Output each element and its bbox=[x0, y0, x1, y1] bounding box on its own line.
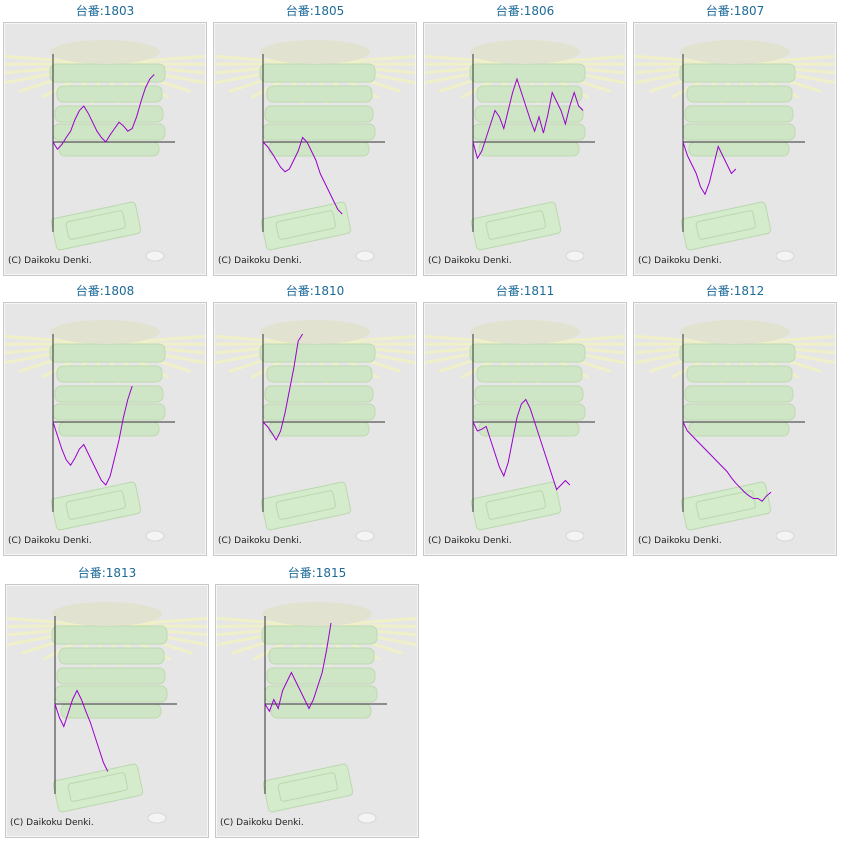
data-series-line bbox=[682, 421, 772, 502]
data-series-line bbox=[52, 74, 155, 151]
chart-frame: (C) Daikoku Denki. bbox=[5, 584, 209, 838]
line-chart bbox=[215, 304, 415, 554]
data-series-line bbox=[264, 622, 332, 713]
data-series-line bbox=[262, 136, 343, 215]
chart-panel: 台番:1813 (C) Daikoku Denki. bbox=[4, 562, 210, 838]
chart-frame: (C) Daikoku Denki. bbox=[3, 302, 207, 556]
watermark-image bbox=[5, 320, 205, 542]
copyright-text: (C) Daikoku Denki. bbox=[638, 536, 722, 546]
chart-frame: (C) Daikoku Denki. bbox=[215, 584, 419, 838]
watermark-image bbox=[217, 602, 417, 824]
line-chart bbox=[5, 24, 205, 274]
line-chart bbox=[635, 304, 835, 554]
line-chart bbox=[215, 24, 415, 274]
line-chart bbox=[635, 24, 835, 274]
data-series-line bbox=[682, 141, 737, 196]
line-chart bbox=[425, 304, 625, 554]
chart-frame: (C) Daikoku Denki. bbox=[633, 22, 837, 276]
chart-title[interactable]: 台番:1815 bbox=[287, 566, 347, 580]
chart-panel: 台番:1805 (C) Daikoku Denki. bbox=[212, 0, 418, 276]
line-chart bbox=[425, 24, 625, 274]
copyright-text: (C) Daikoku Denki. bbox=[638, 256, 722, 266]
copyright-text: (C) Daikoku Denki. bbox=[8, 256, 92, 266]
copyright-text: (C) Daikoku Denki. bbox=[10, 818, 94, 828]
chart-panel: 台番:1810 (C) Daikoku Denki. bbox=[212, 280, 418, 556]
copyright-text: (C) Daikoku Denki. bbox=[218, 536, 302, 546]
chart-frame: (C) Daikoku Denki. bbox=[423, 302, 627, 556]
data-series-line bbox=[262, 333, 304, 442]
chart-panel: 台番:1806 (C) Daikoku Denki. bbox=[422, 0, 628, 276]
watermark-image bbox=[7, 602, 207, 824]
chart-title[interactable]: 台番:1812 bbox=[705, 284, 765, 298]
watermark-image bbox=[635, 320, 835, 542]
chart-panel: 台番:1815 (C) Daikoku Denki. bbox=[214, 562, 420, 838]
chart-title[interactable]: 台番:1810 bbox=[285, 284, 345, 298]
watermark-image bbox=[425, 320, 625, 542]
data-series-line bbox=[472, 398, 571, 491]
copyright-text: (C) Daikoku Denki. bbox=[220, 818, 304, 828]
watermark-image bbox=[215, 320, 415, 542]
chart-frame: (C) Daikoku Denki. bbox=[423, 22, 627, 276]
chart-title[interactable]: 台番:1803 bbox=[75, 4, 135, 18]
copyright-text: (C) Daikoku Denki. bbox=[428, 536, 512, 546]
data-series-line bbox=[52, 385, 133, 486]
chart-title[interactable]: 台番:1811 bbox=[495, 284, 555, 298]
chart-panel: 台番:1803 (C) Daikoku Denki. bbox=[2, 0, 208, 276]
watermark-image bbox=[635, 40, 835, 262]
chart-panel: 台番:1811 (C) Daikoku Denki. bbox=[422, 280, 628, 556]
chart-frame: (C) Daikoku Denki. bbox=[213, 22, 417, 276]
chart-title[interactable]: 台番:1807 bbox=[705, 4, 765, 18]
chart-panel: 台番:1808 (C) Daikoku Denki. bbox=[2, 280, 208, 556]
watermark-image bbox=[425, 40, 625, 262]
chart-frame: (C) Daikoku Denki. bbox=[213, 302, 417, 556]
copyright-text: (C) Daikoku Denki. bbox=[218, 256, 302, 266]
chart-panel: 台番:1812 (C) Daikoku Denki. bbox=[632, 280, 838, 556]
data-series-line bbox=[472, 77, 584, 160]
data-series-line bbox=[54, 689, 109, 772]
chart-title[interactable]: 台番:1813 bbox=[77, 566, 137, 580]
copyright-text: (C) Daikoku Denki. bbox=[8, 536, 92, 546]
chart-title[interactable]: 台番:1805 bbox=[285, 4, 345, 18]
chart-frame: (C) Daikoku Denki. bbox=[3, 22, 207, 276]
copyright-text: (C) Daikoku Denki. bbox=[428, 256, 512, 266]
line-chart bbox=[217, 586, 417, 836]
chart-panel: 台番:1807 (C) Daikoku Denki. bbox=[632, 0, 838, 276]
chart-title[interactable]: 台番:1808 bbox=[75, 284, 135, 298]
line-chart bbox=[7, 586, 207, 836]
line-chart bbox=[5, 304, 205, 554]
chart-frame: (C) Daikoku Denki. bbox=[633, 302, 837, 556]
chart-title[interactable]: 台番:1806 bbox=[495, 4, 555, 18]
